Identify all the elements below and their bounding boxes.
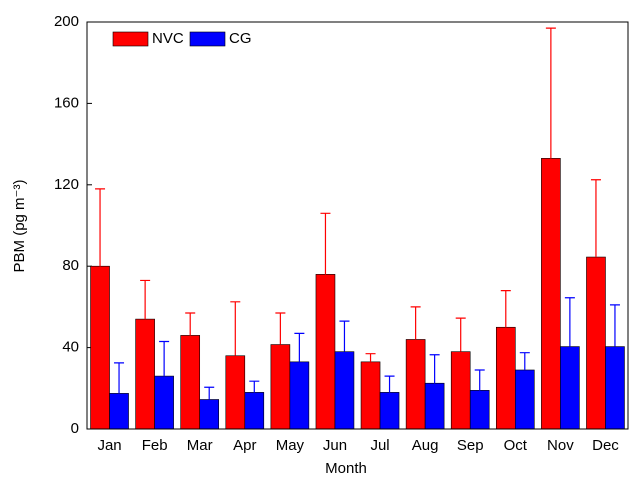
x-tick-label: Sep [457,437,484,454]
bar [541,158,561,430]
x-axis-label: Month [325,460,367,477]
x-tick-label: Oct [504,437,528,454]
bar [334,351,355,430]
x-tick-label: Jul [370,437,389,454]
error-bar [429,354,440,384]
error-bar [500,290,511,328]
error-bar [564,297,575,347]
error-bar [365,353,376,362]
x-tick-label: Jun [323,437,347,454]
error-bar [185,312,196,336]
error-bar [204,386,215,400]
bar [315,274,336,430]
x-tick-label: Apr [233,437,256,454]
bar [514,369,535,430]
y-tick-label: 0 [71,420,79,437]
bar [199,399,220,430]
plot-frame [86,21,629,430]
x-tick-label: Feb [142,437,168,454]
error-bar [95,188,106,267]
error-bar [159,340,170,377]
error-bar [275,312,286,345]
x-tick-label: Aug [412,437,439,454]
bar [560,346,580,430]
bar [450,351,471,430]
bar [424,382,445,430]
bar [90,265,110,430]
legend-label: CG [229,30,252,47]
bar [135,318,155,430]
bar [605,346,625,430]
error-bar [114,362,125,394]
x-tick-label: Mar [187,437,213,454]
y-axis-label: PBM (pg m⁻³) [11,180,28,273]
bar [586,256,606,430]
bar [244,392,265,430]
bar [289,361,310,430]
legend-label: NVC [152,30,184,47]
y-tick-label: 160 [54,94,79,111]
bar [469,390,490,430]
y-tick-label: 200 [54,13,79,30]
error-bar [590,179,601,258]
error-bar [474,369,485,391]
legend-swatch [112,31,149,47]
x-tick-label: Jan [97,437,121,454]
error-bar [519,352,530,370]
error-bar [339,320,350,352]
x-tick-label: Dec [592,437,619,454]
error-bar [294,332,305,362]
error-bar [410,306,421,340]
y-tick-label: 40 [62,339,79,356]
bar [379,392,400,430]
error-bar [384,375,395,393]
error-bar [320,212,331,275]
bar [360,361,381,430]
x-tick-label: May [276,437,305,454]
bar [180,335,201,430]
y-tick-label: 120 [54,176,79,193]
error-bar [140,279,151,320]
bar [495,326,516,430]
bar [109,393,129,430]
error-bar [455,317,466,352]
y-tick-label: 80 [62,257,79,274]
error-bar [249,380,260,393]
error-bar [230,301,241,356]
bar [270,344,291,430]
bar [154,375,174,430]
bar [405,339,426,430]
x-tick-label: Nov [547,437,574,454]
error-bar [545,27,556,159]
legend-swatch [189,31,226,47]
bar [225,355,246,430]
error-bar [609,304,620,347]
